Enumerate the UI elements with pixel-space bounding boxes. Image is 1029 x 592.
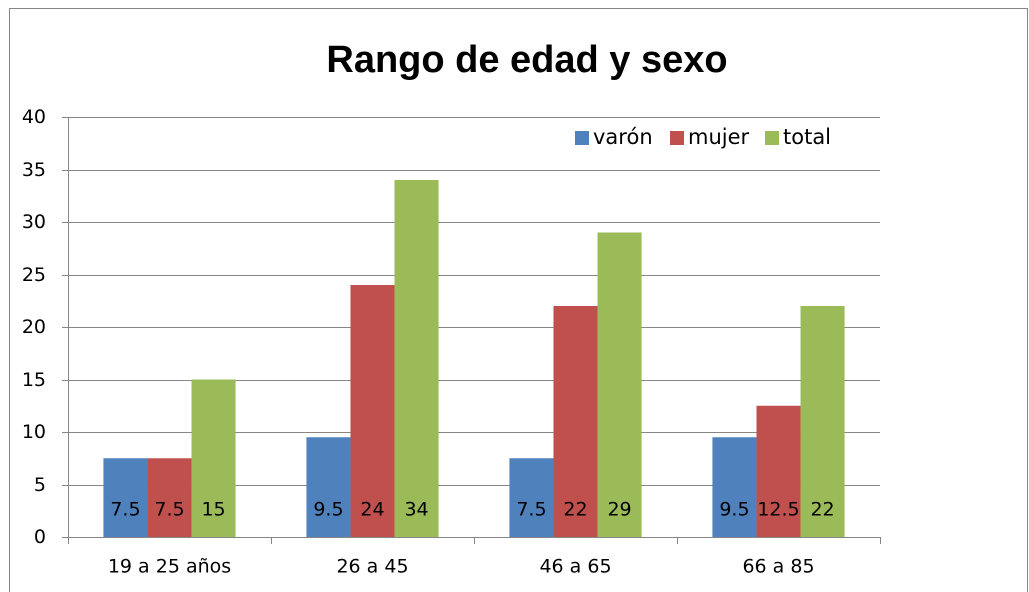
- bar: [597, 232, 642, 537]
- bar: [147, 458, 192, 537]
- y-tick-label: 20: [22, 316, 46, 338]
- data-label: 7.5: [110, 499, 140, 521]
- data-label: 24: [360, 499, 384, 521]
- bar: [553, 306, 598, 537]
- legend-swatch: [670, 131, 684, 145]
- legend-label: total: [783, 125, 831, 149]
- y-tick-label: 35: [22, 159, 46, 181]
- y-tick-label: 0: [34, 526, 46, 548]
- legend-swatch: [765, 131, 779, 145]
- legend-label: mujer: [688, 125, 750, 149]
- x-tick-label: 26 a 45: [336, 556, 408, 578]
- y-tick-label: 15: [22, 369, 46, 391]
- bar: [350, 285, 395, 537]
- data-label: 34: [404, 499, 428, 521]
- data-label: 22: [563, 499, 587, 521]
- y-tick-label: 40: [22, 106, 46, 128]
- x-tick-label: 66 a 85: [742, 556, 814, 578]
- bar: [306, 437, 351, 537]
- legend-swatch: [575, 131, 589, 145]
- bar: [800, 306, 845, 537]
- data-label: 29: [607, 499, 631, 521]
- bar: [756, 405, 801, 537]
- x-tick-label: 46 a 65: [539, 556, 611, 578]
- data-label: 12.5: [757, 499, 799, 521]
- data-label: 7.5: [154, 499, 184, 521]
- bar: [712, 437, 757, 537]
- x-tick-label: 19 a 25 años: [108, 556, 231, 578]
- legend-label: varón: [593, 125, 653, 149]
- chart-title: Rango de edad y sexo: [326, 39, 727, 81]
- y-tick-label: 5: [34, 474, 46, 496]
- bar: [509, 458, 554, 537]
- data-label: 9.5: [719, 499, 749, 521]
- data-label: 22: [810, 499, 834, 521]
- y-tick-label: 10: [22, 421, 46, 443]
- bar: [394, 180, 439, 537]
- data-label: 15: [201, 499, 225, 521]
- y-tick-label: 25: [22, 264, 46, 286]
- bar: [103, 458, 148, 537]
- bar: [191, 379, 236, 537]
- data-label: 9.5: [313, 499, 343, 521]
- y-tick-label: 30: [22, 211, 46, 233]
- data-label: 7.5: [516, 499, 546, 521]
